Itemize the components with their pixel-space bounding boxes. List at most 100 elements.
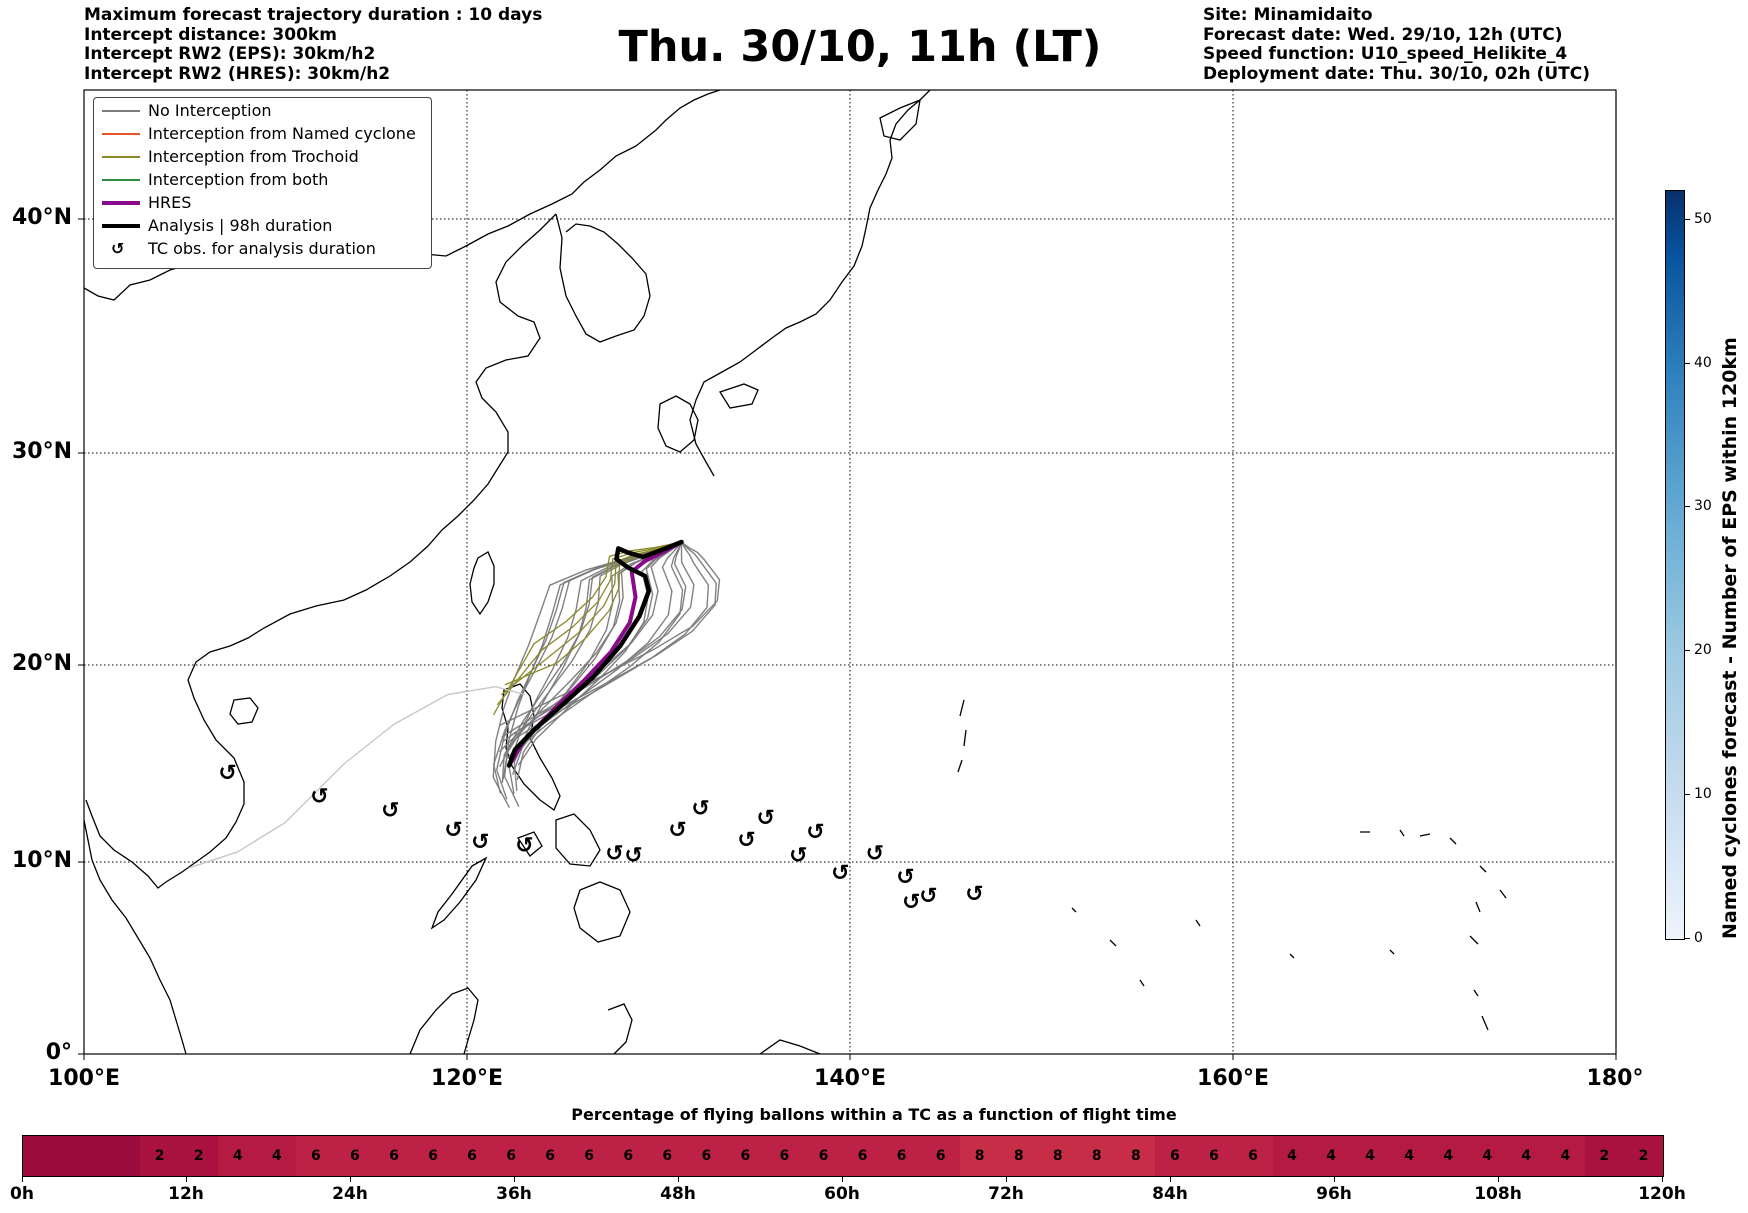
legend-entry: Analysis | 98h duration	[94, 215, 431, 237]
coastline-palawan	[430, 856, 488, 930]
flight-time-bin: 4	[257, 1136, 297, 1176]
flight-time-bin: 6	[335, 1136, 375, 1176]
colorbar-tick	[1684, 218, 1690, 220]
flight-time-tick	[678, 1176, 679, 1182]
lat-label-0: 0°	[45, 1040, 72, 1065]
flight-time-tick	[1170, 1176, 1171, 1182]
bottom-bar-title: Percentage of flying ballons within a TC…	[571, 1105, 1177, 1124]
tc-symbol-icon: ↺	[806, 820, 824, 845]
flight-time-bin: 6	[296, 1136, 336, 1176]
tc-symbol-icon: ↺	[515, 834, 533, 859]
flight-time-bin: 6	[725, 1136, 765, 1176]
tc-symbol-icon: ↺	[902, 890, 920, 915]
tc-symbol-icon: ↺	[919, 884, 937, 909]
flight-time-tick	[1006, 1176, 1007, 1182]
flight-time-label: 12h	[168, 1184, 204, 1204]
tc-symbol-icon: ↺	[831, 861, 849, 886]
tc-symbol-icon: ↺	[691, 796, 709, 821]
flight-time-bin: 2	[1623, 1136, 1663, 1176]
flight-time-bin: 4	[1350, 1136, 1390, 1176]
coastline-mindanao	[573, 881, 631, 943]
lat-label-40: 40°N	[11, 205, 72, 230]
flight-time-label: 84h	[1152, 1184, 1188, 1204]
legend-label: Analysis | 98h duration	[148, 216, 333, 235]
flight-time-bin: 8	[1077, 1136, 1117, 1176]
flight-time-bin: 6	[803, 1136, 843, 1176]
header-right-line: Forecast date: Wed. 29/10, 12h (UTC)	[1203, 24, 1563, 45]
page-title: Thu. 30/10, 11h (LT)	[618, 22, 1102, 72]
flight-time-bin: 6	[842, 1136, 883, 1176]
flight-time-tick	[1662, 1176, 1663, 1182]
tc-symbol-icon: ↺	[896, 865, 914, 890]
colorbar-tick-label: 30	[1694, 498, 1712, 515]
flight-time-label: 108h	[1474, 1184, 1522, 1204]
tc-symbol-icon: ↺	[866, 842, 884, 867]
trajectory-layer: ↺↺↺↺ ↺ ↺ ↺ ↺↺↺↺↺↺↺↺↺↺↺↺ ↺	[188, 539, 984, 915]
legend-label: Interception from Trochoid	[148, 147, 359, 166]
lon-label-160: 160°E	[1197, 1066, 1269, 1091]
flight-time-bin: 6	[686, 1136, 726, 1176]
tc-symbol-icon: ↺	[111, 239, 125, 258]
tc-symbol-icon: ↺	[444, 818, 462, 843]
flight-time-label: 72h	[988, 1184, 1024, 1204]
coastline-taiwan	[469, 551, 495, 616]
flight-time-bin: 4	[1545, 1136, 1585, 1176]
coastline-sulawesi	[607, 1003, 633, 1054]
tc-symbol-icon: ↺	[789, 844, 807, 869]
flight-time-label: 120h	[1638, 1184, 1686, 1204]
tc-symbol-icon: ↺	[668, 818, 686, 843]
flight-time-bin: 8	[999, 1136, 1039, 1176]
flight-time-bin: 4	[1506, 1136, 1546, 1176]
flight-time-bin: 4	[218, 1136, 258, 1176]
trochoid-trajectory	[496, 541, 683, 706]
flight-time-tick	[1498, 1176, 1499, 1182]
tc-symbol-icon: ↺	[381, 798, 399, 823]
lat-label-10: 10°N	[11, 848, 72, 873]
legend-label: Interception from Named cyclone	[148, 124, 416, 143]
coastline-indochina	[84, 819, 187, 1054]
colorbar-tick-label: 40	[1694, 354, 1712, 371]
lon-label-140: 140°E	[814, 1066, 886, 1091]
flight-time-bin: 6	[452, 1136, 492, 1176]
flight-time-bin: 6	[647, 1136, 687, 1176]
flight-time-tick	[22, 1176, 23, 1182]
legend-swatch	[102, 224, 140, 228]
flight-time-bin: 6	[882, 1136, 922, 1176]
colorbar-tick	[1684, 362, 1690, 364]
flight-time-bin: 4	[1389, 1136, 1429, 1176]
flight-time-bin: 6	[569, 1136, 609, 1176]
lat-label-30: 30°N	[11, 439, 72, 464]
colorbar-tick-label: 10	[1694, 786, 1712, 803]
axis-ticks	[78, 218, 1617, 1060]
flight-time-tick	[186, 1176, 187, 1182]
header-right-info: Site: Minamidaito Forecast date: Wed. 29…	[1203, 5, 1590, 84]
flight-time-bin: 4	[1272, 1136, 1312, 1176]
coastline-shikoku	[719, 383, 759, 409]
flight-time-bin: 8	[960, 1136, 1000, 1176]
coastline-newguinea	[759, 1039, 821, 1054]
lon-label-100: 100°E	[48, 1066, 120, 1091]
flight-time-tick	[350, 1176, 351, 1182]
colorbar-tick-label: 20	[1694, 642, 1712, 659]
flight-time-bin: 6	[921, 1136, 961, 1176]
colorbar-tick-label: 50	[1694, 210, 1712, 227]
flight-time-tick	[842, 1176, 843, 1182]
flight-time-bin: 6	[413, 1136, 453, 1176]
ensemble-trajectory	[516, 541, 684, 750]
legend-swatch	[102, 133, 140, 135]
ensemble-trajectory	[513, 541, 717, 734]
tc-symbol-icon: ↺	[624, 844, 642, 869]
colorbar-tick	[1684, 506, 1690, 508]
header-right-line: Deployment date: Thu. 30/10, 02h (UTC)	[1203, 63, 1590, 84]
tc-symbol-icon: ↺	[471, 830, 489, 855]
legend-entry: ↺ TC obs. for analysis duration	[94, 238, 431, 260]
gridlines	[84, 90, 1616, 1054]
ensemble-trajectory	[515, 541, 710, 739]
flight-time-bin: 6	[1233, 1136, 1273, 1176]
flight-time-bin: 6	[374, 1136, 414, 1176]
legend-entry: No Interception	[94, 100, 431, 122]
tc-symbol-icon: ↺	[737, 828, 755, 853]
legend-entry: Interception from Trochoid	[94, 146, 431, 168]
colorbar-tick	[1684, 794, 1690, 796]
